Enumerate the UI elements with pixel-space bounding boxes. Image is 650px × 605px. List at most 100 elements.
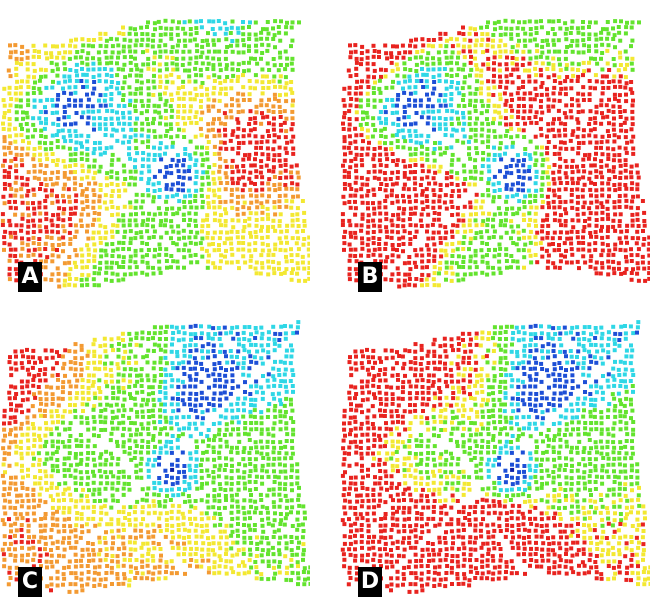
map-cell [420, 115, 424, 119]
map-cell [273, 338, 277, 342]
map-cell [74, 199, 78, 203]
map-cell [44, 217, 48, 221]
map-cell [468, 219, 472, 223]
map-cell [547, 62, 551, 66]
map-cell [229, 450, 233, 454]
map-cell [587, 44, 591, 48]
map-cell [540, 188, 544, 192]
map-cell [277, 344, 281, 348]
map-cell [116, 380, 120, 384]
map-cell [425, 194, 429, 198]
map-cell [373, 49, 377, 53]
map-cell [230, 188, 234, 192]
map-cell [194, 115, 198, 119]
map-cell [360, 45, 364, 49]
map-cell [129, 135, 133, 139]
map-cell [44, 152, 48, 156]
map-cell [637, 176, 641, 180]
map-cell [563, 255, 567, 259]
map-cell [487, 153, 491, 157]
map-cell [189, 254, 193, 258]
map-cell [284, 169, 288, 173]
map-cell [593, 86, 597, 90]
map-cell [260, 446, 264, 450]
map-cell [9, 103, 13, 107]
map-cell [211, 38, 215, 42]
map-cell [355, 153, 359, 157]
map-cell [237, 488, 241, 492]
map-cell [163, 469, 167, 473]
map-cell [523, 243, 527, 247]
map-cell [98, 127, 102, 131]
map-cell [619, 248, 623, 252]
map-cell [511, 158, 515, 162]
map-cell [535, 49, 539, 53]
map-cell [397, 285, 401, 289]
map-cell [499, 33, 503, 37]
map-cell [236, 235, 240, 239]
map-cell [81, 169, 85, 173]
map-cell [431, 92, 435, 96]
map-cell [128, 488, 132, 492]
map-cell [111, 44, 115, 48]
map-cell [199, 463, 203, 467]
map-cell [63, 488, 67, 492]
map-cell [55, 450, 59, 454]
map-cell [413, 85, 417, 89]
map-cell [451, 44, 455, 48]
map-cell [403, 165, 407, 169]
map-cell [80, 344, 84, 348]
map-cell [439, 165, 443, 169]
map-cell [51, 402, 55, 406]
map-cell [224, 498, 228, 502]
map-cell [68, 68, 72, 72]
map-cell [291, 195, 295, 199]
map-cell [420, 278, 424, 282]
map-cell [117, 31, 121, 35]
map-cell [224, 408, 228, 412]
map-cell [273, 229, 277, 233]
map-cell [98, 122, 102, 126]
map-cell [211, 128, 215, 132]
map-cell [391, 44, 395, 48]
map-cell [291, 224, 295, 228]
map-cell [127, 361, 131, 365]
map-cell [7, 219, 11, 223]
map-cell [109, 452, 113, 456]
map-cell [391, 243, 395, 247]
map-cell [613, 97, 617, 101]
map-cell [595, 205, 599, 209]
map-cell [26, 368, 30, 372]
map-cell [68, 164, 72, 168]
map-cell [37, 50, 41, 54]
map-cell [290, 187, 294, 191]
map-cell [242, 344, 246, 348]
map-cell [9, 206, 13, 210]
map-cell [432, 193, 436, 197]
map-cell [491, 33, 495, 37]
map-cell [73, 261, 77, 265]
map-cell [516, 33, 520, 37]
map-cell [611, 26, 615, 30]
map-cell [85, 158, 89, 162]
map-cell [342, 241, 346, 245]
map-cell [44, 440, 48, 444]
map-cell [188, 397, 192, 401]
map-cell [63, 80, 67, 84]
map-cell [569, 31, 573, 35]
map-cell [509, 254, 513, 258]
map-cell [163, 368, 167, 372]
map-cell [480, 111, 484, 115]
map-cell [31, 452, 35, 456]
map-cell [479, 26, 483, 30]
map-cell [51, 182, 55, 186]
map-cell [206, 494, 210, 498]
map-cell [9, 506, 13, 510]
map-cell [461, 26, 465, 30]
map-cell [206, 105, 210, 109]
map-cell [224, 200, 228, 204]
map-cell [408, 79, 412, 83]
map-cell [223, 241, 227, 245]
map-cell [128, 452, 132, 456]
map-cell [290, 140, 294, 144]
